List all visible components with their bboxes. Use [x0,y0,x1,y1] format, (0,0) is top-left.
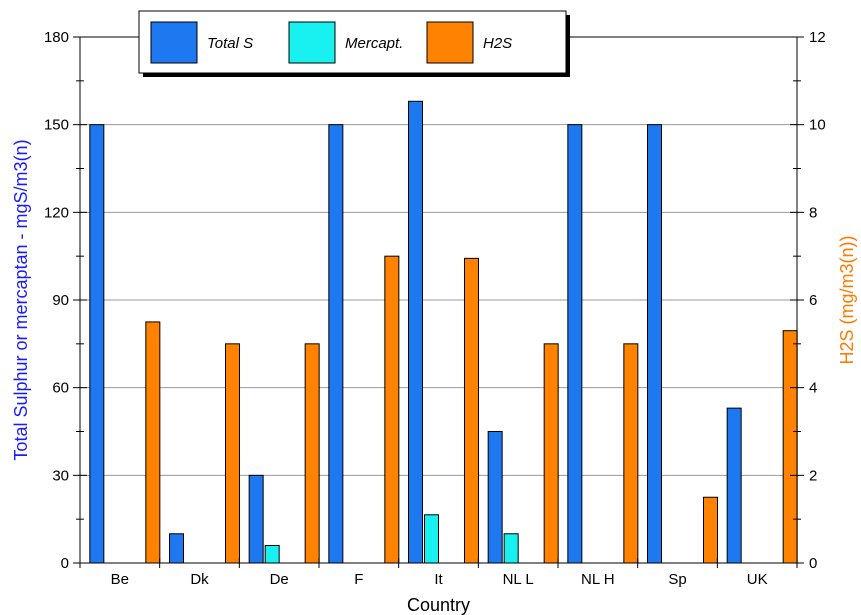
bar-total-s-be [89,124,105,564]
bar-total-s-nl-l [487,431,503,564]
grid-lines [80,124,797,476]
y-tick-label: 180 [44,29,69,46]
y2-tick-label: 10 [809,117,826,134]
y-tick-label: 60 [52,380,69,397]
bar-h2s-de [304,343,320,564]
bar-h2s-uk [782,330,798,564]
bar-h2s-nl-h [623,343,639,564]
bar-mercapt-de [264,544,280,564]
legend: Total S Mercapt. H2S [138,10,570,77]
y2-axis-title: H2S (mg/m3(n)) [837,235,857,364]
y-tick-label: 120 [44,204,69,221]
y2-tick-label: 4 [809,380,817,397]
x-tick-label: NL L [503,571,534,588]
bar-h2s-it [464,257,479,564]
bar-total-s-dk [169,533,184,564]
bar-h2s-sp [703,496,718,564]
bar-total-s-uk [726,407,742,564]
y-axis-title: Total Sulphur or mercaptan - mgS/m3(n) [11,139,31,460]
y-tick-label: 90 [52,292,69,309]
legend-label: H2S [483,35,512,52]
x-tick-label: Be [111,571,129,588]
legend-swatch [426,21,474,64]
bar-total-s-de [248,474,264,564]
y-tick-label: 30 [52,467,69,484]
bar-total-s-sp [647,124,662,564]
bar-mercapt-nl-l [503,533,519,564]
x-tick-label: Sp [668,571,686,588]
bar-h2s-f [384,255,400,564]
bar-total-s-f [328,124,344,564]
x-tick-label: F [354,571,363,588]
x-axis-title: Country [407,595,470,615]
bar-h2s-dk [225,343,240,564]
x-tick-label: UK [747,571,768,588]
y2-tick-label: 8 [809,204,817,221]
bar-total-s-nl-h [567,124,583,564]
y-tick-label: 150 [44,117,69,134]
legend-swatch [288,21,336,64]
tick-labels: 0 30 60 90 120 150 180 0 2 4 6 8 10 12 Be Dk De F It NL L NL… [44,29,826,588]
legend-box [138,10,567,74]
x-tick-label: De [270,571,289,588]
axis-ticks [73,36,804,568]
bars [89,100,798,564]
bar-h2s-nl-l [543,343,559,564]
legend-label: Mercapt. [345,35,403,52]
y2-tick-label: 2 [809,467,817,484]
y2-tick-label: 12 [809,29,826,46]
y2-tick-label: 6 [809,292,817,309]
legend-label: Total S [207,35,253,52]
bar-mercapt-it [424,514,439,564]
y2-tick-label: 0 [809,555,817,572]
bar-total-s-it [408,100,423,564]
x-tick-label: Dk [190,571,209,588]
x-tick-label: NL H [581,571,615,588]
bar-h2s-be [145,321,161,564]
legend-swatch [150,21,198,64]
x-tick-label: It [434,571,443,588]
y-tick-label: 0 [61,555,69,572]
